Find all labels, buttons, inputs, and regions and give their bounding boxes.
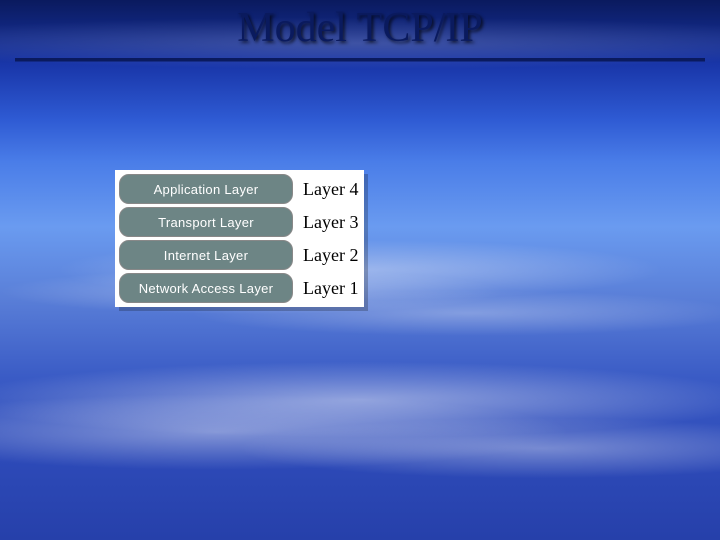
layer-row: Transport Layer Layer 3 — [119, 207, 358, 237]
layer-number-label: Layer 2 — [303, 245, 358, 266]
layer-pill-network-access: Network Access Layer — [119, 273, 293, 303]
title-area: Model TCP/IP — [0, 0, 720, 62]
layer-pill-internet: Internet Layer — [119, 240, 293, 270]
layer-number-label: Layer 1 — [303, 278, 358, 299]
layer-pill-application: Application Layer — [119, 174, 293, 204]
title-underline-shadow — [15, 61, 705, 62]
tcpip-model-figure: Application Layer Layer 4 Transport Laye… — [115, 170, 364, 307]
layer-number-label: Layer 4 — [303, 179, 358, 200]
layer-row: Internet Layer Layer 2 — [119, 240, 358, 270]
layer-pill-transport: Transport Layer — [119, 207, 293, 237]
layer-row: Network Access Layer Layer 1 — [119, 273, 358, 303]
layer-row: Application Layer Layer 4 — [119, 174, 358, 204]
layer-number-label: Layer 3 — [303, 212, 358, 233]
page-title: Model TCP/IP — [0, 4, 720, 52]
